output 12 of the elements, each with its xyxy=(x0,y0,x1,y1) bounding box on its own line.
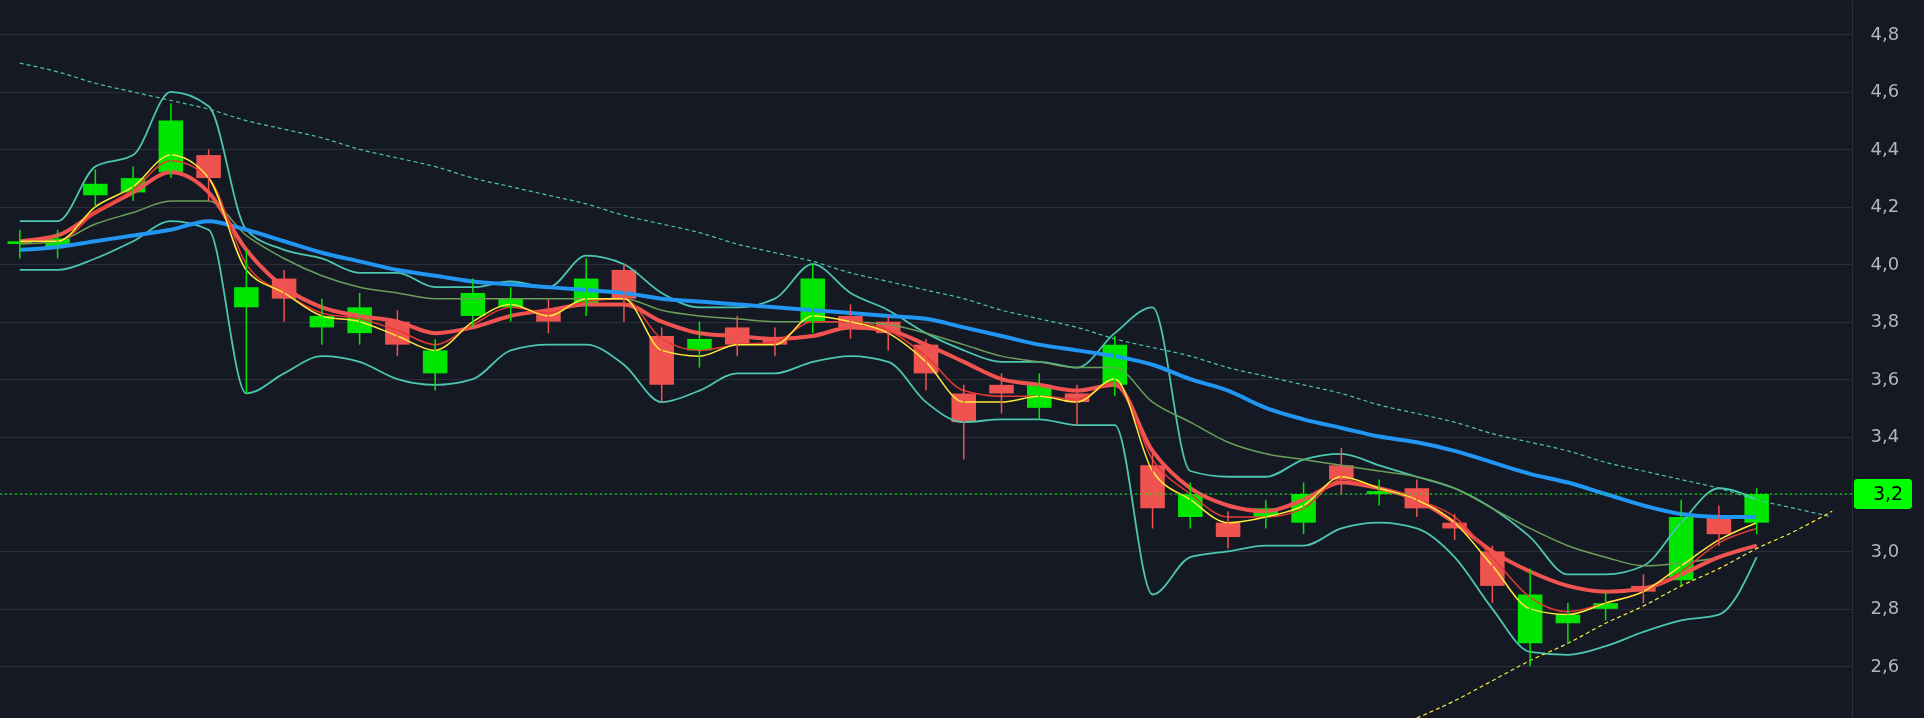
y-tick-label: 4,0 xyxy=(1870,252,1900,274)
y-tick-label: 3,6 xyxy=(1870,367,1900,389)
y-tick-label: 4,8 xyxy=(1870,22,1900,44)
y-tick-label: 3,8 xyxy=(1870,310,1900,332)
y-tick-label: 2,6 xyxy=(1870,654,1900,676)
y-tick-label: 4,6 xyxy=(1870,80,1900,102)
y-tick-label: 2,8 xyxy=(1870,597,1900,619)
y-tick-label: 3,4 xyxy=(1870,425,1900,447)
y-tick-label: 3,0 xyxy=(1870,539,1900,561)
y-tick-label: 4,2 xyxy=(1870,195,1900,217)
y-tick-label: 4,4 xyxy=(1870,137,1900,159)
ref-line-label: 3,2 xyxy=(1872,481,1904,504)
